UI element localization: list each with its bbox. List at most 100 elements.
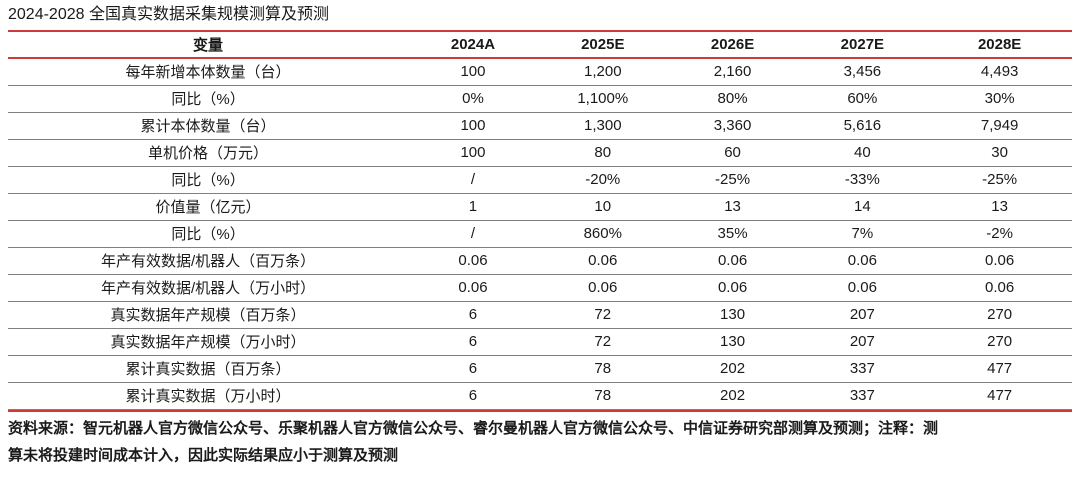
- cell-value: 72: [537, 328, 668, 356]
- cell-value: 477: [927, 382, 1072, 410]
- cell-value: 40: [797, 139, 928, 167]
- cell-value: 337: [797, 382, 928, 410]
- cell-value: 2,160: [667, 58, 798, 86]
- table-row: 真实数据年产规模（万小时） 6 72 130 207 270: [8, 328, 1072, 356]
- column-header-variable: 变量: [8, 32, 409, 59]
- header-row: 变量 2024A 2025E 2026E 2027E 2028E: [8, 32, 1072, 59]
- cell-value: 0.06: [927, 274, 1072, 302]
- cell-value: 80: [537, 139, 668, 167]
- table-body: 每年新增本体数量（台） 100 1,200 2,160 3,456 4,493 同比（%） 0…: [8, 58, 1072, 410]
- cell-value: 1: [408, 193, 538, 221]
- cell-value: 100: [408, 112, 538, 140]
- cell-value: 0%: [408, 85, 538, 113]
- table-row: 同比（%） 0% 1,100% 80% 60% 30%: [8, 85, 1072, 113]
- row-label: 单机价格（万元）: [8, 139, 409, 167]
- row-label: 真实数据年产规模（万小时）: [8, 328, 409, 356]
- cell-value: -25%: [927, 166, 1072, 194]
- row-label: 年产有效数据/机器人（万小时）: [8, 274, 409, 302]
- cell-value: 0.06: [408, 274, 538, 302]
- source-note-line2: 算未将投建时间成本计入，因此实际结果应小于测算及预测: [8, 446, 399, 464]
- row-label: 真实数据年产规模（百万条）: [8, 301, 409, 329]
- cell-value: 78: [537, 382, 668, 410]
- cell-value: 270: [927, 301, 1072, 329]
- cell-value: 60%: [797, 85, 928, 113]
- cell-value: 30: [927, 139, 1072, 167]
- cell-value: 3,360: [667, 112, 798, 140]
- cell-value: 6: [408, 328, 538, 356]
- table-row: 累计真实数据（万小时） 6 78 202 337 477: [8, 382, 1072, 410]
- cell-value: 13: [927, 193, 1072, 221]
- table-row: 同比（%） / -20% -25% -33% -25%: [8, 166, 1072, 194]
- column-header-year: 2028E: [927, 32, 1072, 59]
- row-label: 同比（%）: [8, 85, 409, 113]
- cell-value: 0.06: [667, 274, 798, 302]
- row-label: 累计真实数据（万小时）: [8, 382, 409, 410]
- cell-value: -25%: [667, 166, 798, 194]
- column-header-year: 2025E: [537, 32, 668, 59]
- table-container: 变量 2024A 2025E 2026E 2027E 2028E 每年新增本体数量（台） 1…: [8, 30, 1072, 412]
- cell-value: 5,616: [797, 112, 928, 140]
- cell-value: 14: [797, 193, 928, 221]
- cell-value: 10: [537, 193, 668, 221]
- cell-value: 0.06: [927, 247, 1072, 275]
- cell-value: 202: [667, 355, 798, 383]
- cell-value: 4,493: [927, 58, 1072, 86]
- table-row: 同比（%）/860% 35% 7% -2%: [8, 220, 1072, 248]
- cell-value: 100: [408, 139, 538, 167]
- cell-value: 78: [537, 355, 668, 383]
- table-row: 累计本体数量（台） 100 1,300 3,360 5,616 7,949: [8, 112, 1072, 140]
- cell-value: 6: [408, 382, 538, 410]
- cell-value: 270: [927, 328, 1072, 356]
- row-label: 价值量（亿元）: [8, 193, 409, 221]
- cell-value: 1,300: [537, 112, 668, 140]
- cell-value: 60: [667, 139, 798, 167]
- cell-value: 80%: [667, 85, 798, 113]
- table-row: 价值量（亿元） 1 10 13 14 13: [8, 193, 1072, 221]
- cell-value: 3,456: [797, 58, 928, 86]
- source-note: 资料来源：智元机器人官方微信公众号、乐聚机器人官方微信公众号、睿尔曼机器人官方微…: [8, 415, 1072, 469]
- cell-value: 0.06: [797, 274, 928, 302]
- table-row: 年产有效数据/机器人（百万条） 0.06 0.06 0.06 0.06 0.06: [8, 247, 1072, 275]
- cell-value: 100: [408, 58, 538, 86]
- table-title: 2024-2028 全国真实数据采集规模测算及预测: [8, 6, 329, 23]
- table-row: 累计真实数据（百万条） 6 78 202 337 477: [8, 355, 1072, 383]
- data-table: 变量 2024A 2025E 2026E 2027E 2028E 每年新增本体数量（台） 1…: [8, 32, 1072, 410]
- table-row: 每年新增本体数量（台） 100 1,200 2,160 3,456 4,493: [8, 58, 1072, 86]
- table-row: 真实数据年产规模（百万条） 6 72 130 207 270: [8, 301, 1072, 329]
- cell-value: 13: [667, 193, 798, 221]
- table-row: 单机价格（万元） 100 80 60 40 30: [8, 139, 1072, 167]
- cell-value: 337: [797, 355, 928, 383]
- cell-value: 7,949: [927, 112, 1072, 140]
- row-label: 每年新增本体数量（台）: [8, 58, 409, 86]
- cell-value: /: [408, 166, 538, 194]
- cell-value: -20%: [537, 166, 668, 194]
- column-header-year: 2024A: [408, 32, 538, 59]
- cell-value: 6: [408, 355, 538, 383]
- cell-value: 72: [537, 301, 668, 329]
- cell-value: 477: [927, 355, 1072, 383]
- cell-value: 0.06: [537, 247, 668, 275]
- cell-value: 35%: [667, 220, 798, 248]
- row-label: 累计本体数量（台）: [8, 112, 409, 140]
- cell-value: 130: [667, 328, 798, 356]
- row-label: 年产有效数据/机器人（百万条）: [8, 247, 409, 275]
- cell-value: -33%: [797, 166, 928, 194]
- table-header: 变量 2024A 2025E 2026E 2027E 2028E: [8, 32, 1072, 59]
- cell-value: 207: [797, 328, 928, 356]
- cell-value: -2%: [927, 220, 1072, 248]
- cell-value: 207: [797, 301, 928, 329]
- row-label: 同比（%）: [8, 220, 409, 248]
- table-row: 年产有效数据/机器人（万小时） 0.06 0.06 0.06 0.06 0.06: [8, 274, 1072, 302]
- cell-value: 6: [408, 301, 538, 329]
- cell-value: 202: [667, 382, 798, 410]
- cell-value: 1,200: [537, 58, 668, 86]
- source-note-line1: 资料来源：智元机器人官方微信公众号、乐聚机器人官方微信公众号、睿尔曼机器人官方微…: [8, 419, 939, 437]
- cell-value: 7%: [797, 220, 928, 248]
- cell-value: 860%: [537, 220, 668, 248]
- cell-value: 0.06: [537, 274, 668, 302]
- cell-value: 0.06: [667, 247, 798, 275]
- row-label: 累计真实数据（百万条）: [8, 355, 409, 383]
- report-figure: 2024-2028 全国真实数据采集规模测算及预测 变量 2024A 2025E 20…: [8, 6, 1072, 469]
- cell-value: 0.06: [408, 247, 538, 275]
- column-header-year: 2026E: [667, 32, 798, 59]
